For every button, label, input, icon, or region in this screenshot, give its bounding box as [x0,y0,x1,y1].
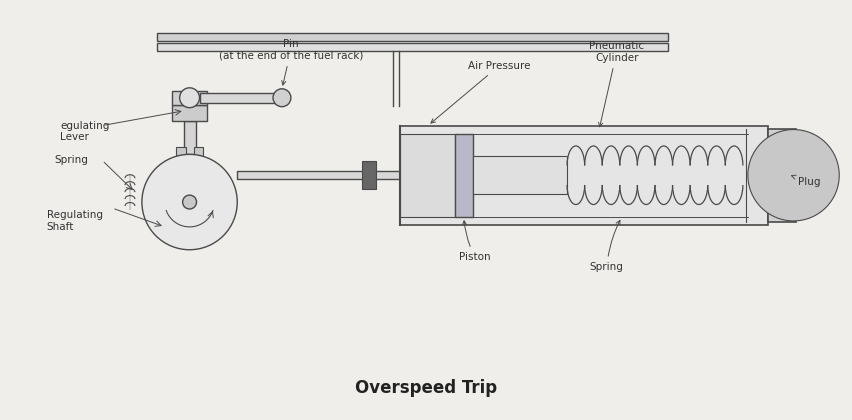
Bar [215,190,233,197]
Text: Piston: Piston [459,221,491,262]
Text: Regulating
Shaft: Regulating Shaft [47,210,102,231]
Bar [199,93,279,103]
Circle shape [748,129,839,221]
Text: Spring: Spring [55,155,89,165]
Text: Pin
(at the end of the fuel rack): Pin (at the end of the fuel rack) [219,39,363,85]
Text: Overspeed Trip: Overspeed Trip [355,379,497,397]
Bar [184,121,196,155]
Bar [473,157,567,194]
Bar [400,126,768,225]
Bar [176,162,204,170]
Bar [157,33,668,41]
Text: egulating
Lever: egulating Lever [60,121,110,142]
Bar [768,129,796,222]
Bar [237,171,415,179]
Bar [193,147,204,187]
Bar [455,134,473,217]
Circle shape [180,88,199,108]
Circle shape [182,195,197,209]
Text: Pneumatic
Cylinder: Pneumatic Cylinder [590,42,644,127]
Bar [172,105,207,121]
Bar [172,91,207,105]
Text: Plug: Plug [792,175,820,187]
Bar [147,190,164,197]
Text: Air Pressure: Air Pressure [431,61,530,123]
Bar [362,161,377,189]
Circle shape [273,89,291,107]
Bar [157,43,668,51]
Bar [176,147,186,187]
Bar [400,134,455,217]
Bar [215,200,233,207]
Circle shape [142,155,237,250]
Bar [147,200,164,207]
Text: Spring: Spring [590,220,624,272]
